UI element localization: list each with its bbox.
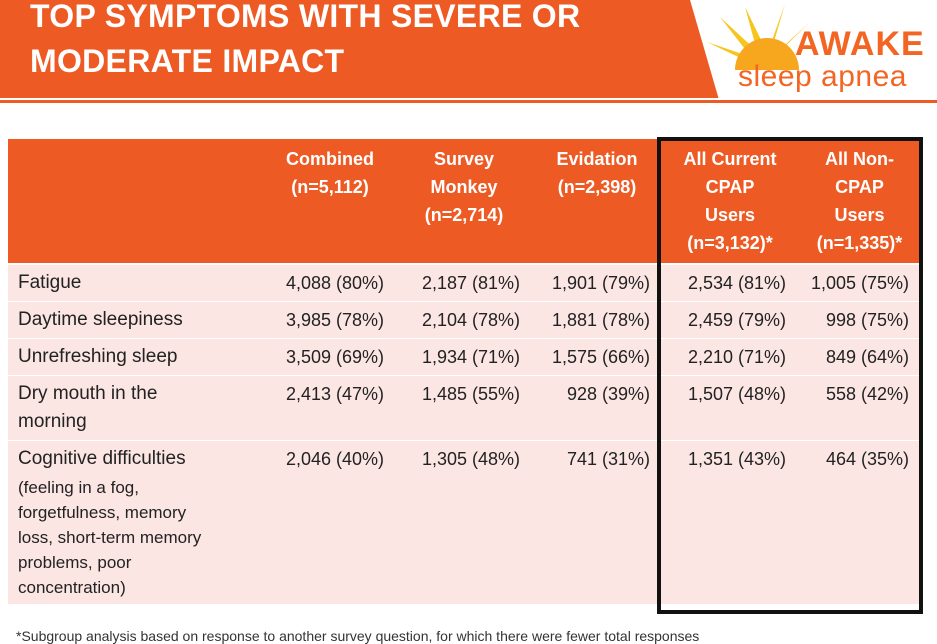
value-cell: 2,210 (71%) xyxy=(662,338,798,376)
value-cell: 2,046 (40%) xyxy=(264,440,396,605)
header-line: (n=1,335)* xyxy=(816,233,903,253)
symptoms-table: Combined (n=5,112) Survey Monkey (n=2,71… xyxy=(8,139,921,605)
symptom-description-line: concentration) xyxy=(18,578,126,597)
value-cell: 998 (75%) xyxy=(798,301,921,339)
value-cell: 1,005 (75%) xyxy=(798,264,921,302)
value-cell: 558 (42%) xyxy=(798,375,921,441)
header-line: Survey xyxy=(433,149,495,169)
value-cell: 1,901 (79%) xyxy=(532,264,662,302)
header-cell-non-cpap-users: All Non- CPAP Users (n=1,335)* xyxy=(798,139,921,265)
table-row: Unrefreshing sleep 3,509 (69%) 1,934 (71… xyxy=(8,338,921,376)
value-cell: 1,881 (78%) xyxy=(532,301,662,339)
header-line: Combined xyxy=(286,149,374,169)
value-cell: 1,934 (71%) xyxy=(396,338,532,376)
value-cell: 741 (31%) xyxy=(532,440,662,605)
header-line: CPAP xyxy=(835,177,884,197)
value-cell: 2,413 (47%) xyxy=(264,375,396,441)
symptom-name: Cognitive difficulties (feeling in a fog… xyxy=(8,440,264,605)
value-cell: 4,088 (80%) xyxy=(264,264,396,302)
value-cell: 1,507 (48%) xyxy=(662,375,798,441)
symptom-name: Daytime sleepiness xyxy=(8,301,264,339)
value-cell: 1,575 (66%) xyxy=(532,338,662,376)
header-line: Users xyxy=(834,205,885,225)
header-divider xyxy=(0,100,937,103)
header-cell-cpap-users: All Current CPAP Users (n=3,132)* xyxy=(662,139,798,265)
table-header-row: Combined (n=5,112) Survey Monkey (n=2,71… xyxy=(8,139,921,265)
table-row: Dry mouth in the morning 2,413 (47%) 1,4… xyxy=(8,375,921,441)
symptom-name: Fatigue xyxy=(8,264,264,302)
value-cell: 1,351 (43%) xyxy=(662,440,798,605)
value-cell: 1,305 (48%) xyxy=(396,440,532,605)
value-cell: 2,459 (79%) xyxy=(662,301,798,339)
header-line: Monkey xyxy=(430,177,498,197)
symptom-description-line: problems, poor xyxy=(18,553,132,572)
header-line: CPAP xyxy=(705,177,755,197)
value-cell: 928 (39%) xyxy=(532,375,662,441)
symptom-description-line: (feeling in a fog, xyxy=(18,478,139,497)
symptom-name: Dry mouth in the morning xyxy=(8,375,264,441)
logo-wordmark: AWAKE xyxy=(795,25,925,63)
sun-icon xyxy=(707,4,810,70)
footnote: *Subgroup analysis based on response to … xyxy=(16,628,700,644)
header-line: (n=2,714) xyxy=(424,205,504,225)
table-row: Cognitive difficulties (feeling in a fog… xyxy=(8,440,921,605)
logo-tagline: sleep apnea xyxy=(738,60,907,93)
symptom-name-line: morning xyxy=(18,411,87,432)
symptom-name-line: Dry mouth in the xyxy=(18,383,158,404)
header-line: (n=2,398) xyxy=(557,177,637,197)
header-cell-combined: Combined (n=5,112) xyxy=(264,139,396,265)
header-line: Users xyxy=(704,205,756,225)
value-cell: 464 (35%) xyxy=(798,440,921,605)
value-cell: 2,534 (81%) xyxy=(662,264,798,302)
header-line: All Non- xyxy=(825,149,894,169)
symptom-name: Unrefreshing sleep xyxy=(8,338,264,376)
symptom-name-line: Unrefreshing sleep xyxy=(18,346,178,367)
header-line: Evidation xyxy=(556,149,638,169)
value-cell: 849 (64%) xyxy=(798,338,921,376)
header-cell-symptom xyxy=(8,139,264,265)
page-title: TOP SYMPTOMS WITH SEVERE OR MODERATE IMP… xyxy=(30,0,581,79)
value-cell: 1,485 (55%) xyxy=(396,375,532,441)
table-row: Daytime sleepiness 3,985 (78%) 2,104 (78… xyxy=(8,301,921,339)
value-cell: 3,985 (78%) xyxy=(264,301,396,339)
table-row: Fatigue 4,088 (80%) 2,187 (81%) 1,901 (7… xyxy=(8,264,921,302)
symptom-description: (feeling in a fog, forgetfulness, memory… xyxy=(18,475,258,600)
symptom-name-line: Daytime sleepiness xyxy=(18,309,183,330)
header-line: All Current xyxy=(683,149,777,169)
header-line: (n=5,112) xyxy=(291,177,369,197)
value-cell: 2,187 (81%) xyxy=(396,264,532,302)
value-cell: 3,509 (69%) xyxy=(264,338,396,376)
symptom-description-line: loss, short-term memory xyxy=(18,528,202,547)
header-cell-evidation: Evidation (n=2,398) xyxy=(532,139,662,265)
symptom-description-line: forgetfulness, memory xyxy=(18,503,187,522)
header-line: (n=3,132)* xyxy=(687,233,773,253)
symptom-name-line: Fatigue xyxy=(18,272,82,293)
value-cell: 2,104 (78%) xyxy=(396,301,532,339)
header-cell-survey-monkey: Survey Monkey (n=2,714) xyxy=(396,139,532,265)
symptom-name-line: Cognitive difficulties xyxy=(18,448,186,469)
